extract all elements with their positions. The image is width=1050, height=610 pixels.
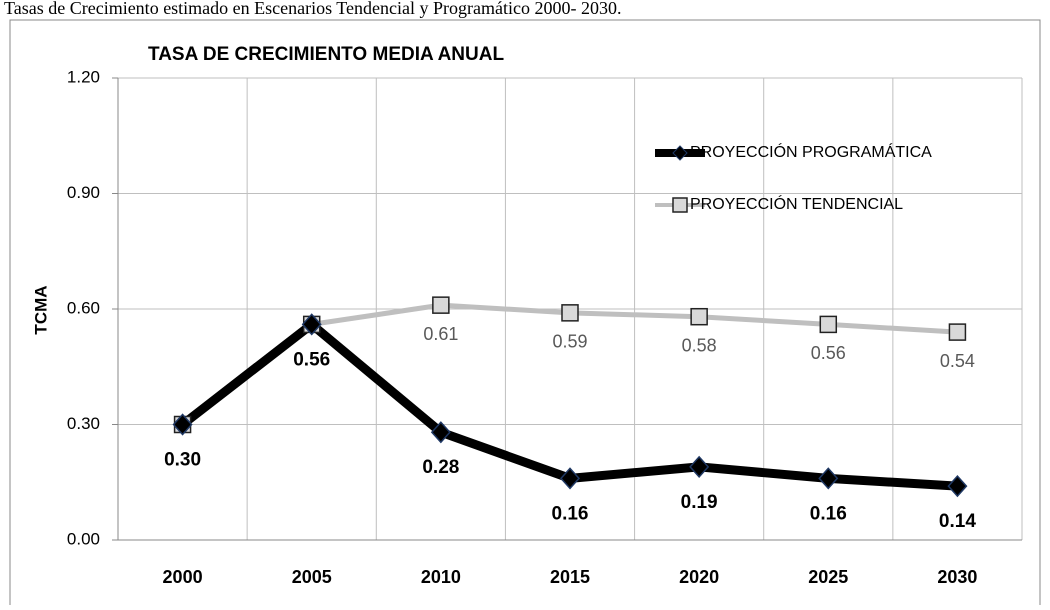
caption: Tasas de Crecimiento estimado en Escenar…	[4, 0, 621, 18]
y-tick-label: 1.20	[67, 67, 100, 86]
point-marker	[172, 413, 193, 436]
point-marker	[559, 467, 581, 490]
data-label: 0.28	[422, 457, 459, 478]
point-marker	[948, 323, 967, 341]
point-marker	[301, 313, 322, 336]
point-marker	[432, 296, 450, 314]
legend-marker	[672, 145, 688, 161]
point-marker	[430, 421, 451, 444]
legend-label: PROYECCIÓN PROGRAMÁTICA	[690, 142, 932, 161]
data-label: 0.16	[552, 503, 589, 524]
y-tick-label: 0.00	[67, 529, 100, 548]
point-marker	[947, 474, 968, 498]
y-tick-label: 0.30	[67, 414, 100, 433]
y-axis-label: TCMA	[31, 285, 50, 334]
point-marker	[818, 467, 839, 490]
x-tick-label: 2020	[679, 567, 719, 587]
x-tick-label: 2030	[937, 567, 977, 587]
point-marker	[689, 455, 710, 478]
x-tick-label: 2005	[292, 567, 332, 587]
point-marker	[690, 307, 708, 326]
data-label: 0.54	[940, 351, 975, 371]
x-tick-label: 2025	[808, 567, 848, 587]
data-label: 0.59	[552, 332, 587, 352]
data-label: 0.61	[423, 324, 458, 344]
point-marker	[561, 304, 579, 322]
data-label: 0.16	[810, 503, 847, 524]
x-tick-label: 2000	[163, 567, 203, 587]
y-tick-label: 0.90	[67, 183, 100, 202]
x-tick-label: 2015	[550, 567, 590, 587]
point-marker	[819, 315, 838, 334]
data-label: 0.19	[681, 492, 718, 513]
chart-frame	[9, 19, 1041, 610]
legend-label: PROYECCIÓN TENDENCIAL	[690, 194, 903, 213]
chart-title: TASA DE CRECIMIENTO MEDIA ANUAL	[148, 44, 504, 65]
legend-marker	[672, 197, 688, 213]
y-tick-label: 0.60	[67, 298, 100, 317]
data-label: 0.56	[811, 343, 846, 363]
data-label: 0.14	[939, 511, 976, 532]
x-tick-label: 2010	[421, 567, 461, 587]
data-label: 0.56	[293, 349, 330, 370]
data-label: 0.58	[682, 335, 717, 355]
data-label: 0.30	[164, 450, 201, 471]
